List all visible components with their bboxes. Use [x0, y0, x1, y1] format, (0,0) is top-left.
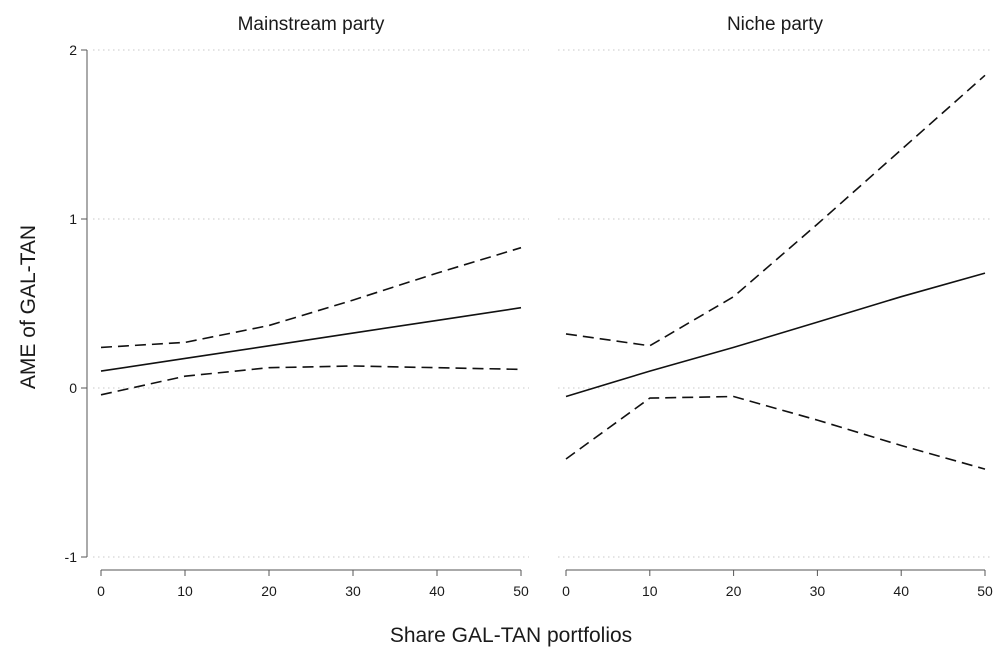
x-tick-label: 10	[642, 583, 658, 599]
x-tick-label: 0	[97, 583, 105, 599]
upper-bound-line	[100, 246, 522, 349]
x-tick-label: 0	[562, 583, 570, 599]
y-tick-label: 1	[69, 211, 77, 227]
y-tick-label: -1	[65, 549, 78, 565]
x-tick-label: 50	[977, 583, 993, 599]
x-tick-label: 20	[726, 583, 742, 599]
x-tick-label: 20	[261, 583, 277, 599]
panel-title: Mainstream party	[238, 14, 385, 35]
lower-bound-line	[565, 395, 986, 470]
y-axis-title: AME of GAL-TAN	[17, 225, 40, 389]
x-tick-label: 40	[893, 583, 909, 599]
lower-bound-line	[100, 365, 522, 396]
x-tick-label: 30	[810, 583, 826, 599]
x-tick-label: 30	[345, 583, 361, 599]
estimate-line	[565, 272, 986, 398]
estimate-line	[100, 306, 522, 372]
panel-niche-party: Niche party 0 10 20 30 40 50	[558, 14, 993, 599]
panel-title: Niche party	[727, 14, 824, 35]
x-tick-label: 40	[429, 583, 445, 599]
y-tick-label: 0	[69, 380, 77, 396]
x-tick-label: 50	[513, 583, 529, 599]
x-tick-label: 10	[177, 583, 193, 599]
x-axis-title: Share GAL-TAN portfolios	[390, 624, 632, 647]
upper-bound-line	[565, 74, 986, 347]
y-tick-label: 2	[69, 42, 77, 58]
